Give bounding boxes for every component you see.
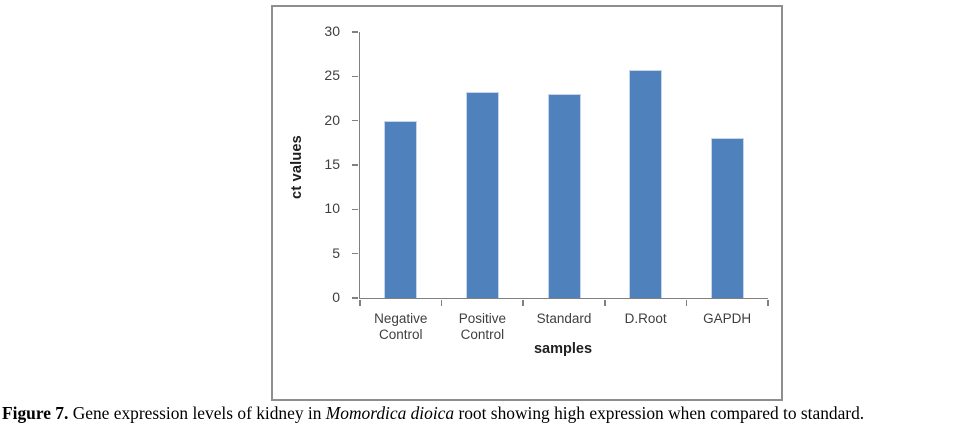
x-axis-tick xyxy=(685,300,688,306)
y-axis-tick-label: 0 xyxy=(332,289,340,305)
y-axis-tick-label: 15 xyxy=(324,156,340,172)
x-axis-tick xyxy=(440,300,443,306)
y-axis-tick xyxy=(352,75,358,78)
x-axis-tick xyxy=(767,300,769,306)
y-axis-tick xyxy=(352,297,358,299)
x-category-label: Negative Control xyxy=(374,311,428,342)
x-category-label: Positive Control xyxy=(458,311,507,342)
figure-caption: Figure 7. Gene expression levels of kidn… xyxy=(2,403,954,424)
bar-negative-control xyxy=(384,120,418,298)
y-axis-tick-label: 20 xyxy=(324,111,340,128)
x-category-label: Standard xyxy=(536,311,592,326)
caption-text-2: root showing high expression when compar… xyxy=(454,403,865,423)
bar-standard xyxy=(547,94,581,298)
bar-gapdh xyxy=(710,138,744,298)
x-category-label: D.Root xyxy=(624,311,667,326)
x-axis-tick xyxy=(522,300,524,306)
bar-d-root xyxy=(629,70,663,298)
y-axis-tick xyxy=(352,119,358,122)
y-axis-tick xyxy=(352,164,358,166)
y-axis-tick xyxy=(352,208,358,211)
y-axis-tick-label: 10 xyxy=(324,200,340,217)
chart-panel: ct values 0 5 10 15 20 25 30 Negative Control Po… xyxy=(271,5,783,401)
y-axis-tick-label: 25 xyxy=(324,67,340,84)
caption-text-1: Gene expression levels of kidney in xyxy=(68,403,326,423)
plot-area: 0 5 10 15 20 25 30 Negative Control Positive Con… xyxy=(324,23,769,342)
y-axis-tick-label: 30 xyxy=(324,23,340,39)
y-axis-tick xyxy=(352,31,358,33)
caption-figure-label: Figure 7. xyxy=(2,403,69,423)
x-category-label: GAPDH xyxy=(703,311,752,326)
bar-positive-control xyxy=(465,92,499,298)
y-axis-tick-label: 5 xyxy=(332,244,340,261)
x-axis-tick xyxy=(604,300,606,306)
x-axis-title: samples xyxy=(533,341,593,357)
caption-species-name: Momordica dioica xyxy=(325,403,455,423)
x-axis-tick xyxy=(359,300,361,306)
y-axis-tick xyxy=(352,252,358,255)
